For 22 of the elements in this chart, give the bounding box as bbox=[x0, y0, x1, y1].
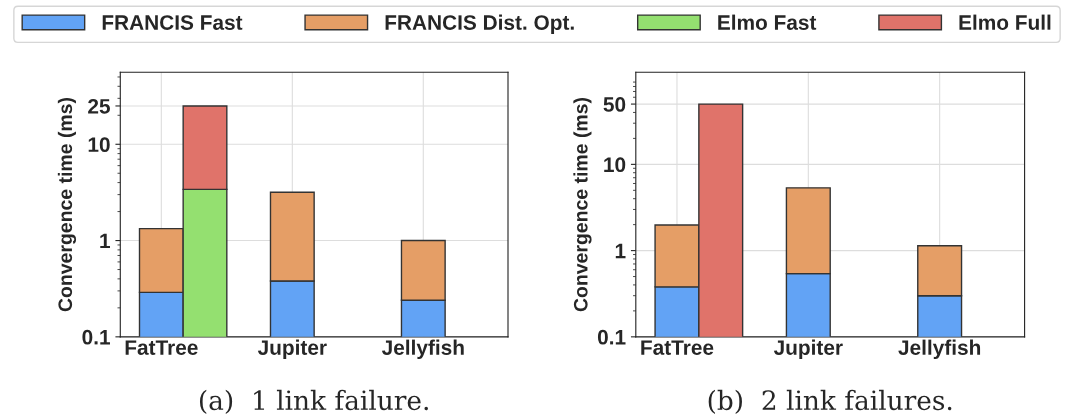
x-tick-label: FatTree bbox=[125, 340, 198, 355]
y-axis-title: Convergence time (ms) bbox=[57, 97, 77, 312]
y-tick-label: 25 bbox=[88, 98, 110, 114]
x-tick-label: Jellyfish bbox=[381, 339, 464, 360]
y-tick-label: 1 bbox=[615, 243, 626, 259]
y-tick-label: 10 bbox=[88, 137, 110, 153]
x-tick-label: Jellyfish bbox=[898, 339, 981, 360]
x-tick-label: FatTree bbox=[641, 340, 714, 355]
text: (b) 2 link failures. bbox=[708, 389, 952, 414]
x-tick-label: Jupiter bbox=[257, 339, 327, 360]
y-tick-label: 0.1 bbox=[82, 329, 110, 345]
legend-label: FRANCIS Dist. Opt. bbox=[385, 14, 574, 34]
legend-label: Elmo Fast bbox=[718, 14, 817, 30]
y-tick-label: 0.1 bbox=[597, 329, 626, 345]
y-tick-label: 50 bbox=[603, 97, 626, 112]
y-axis-title: Convergence time (ms) bbox=[573, 97, 592, 312]
legend-label: Elmo Full bbox=[959, 14, 1051, 30]
y-tick-label: 1 bbox=[100, 233, 110, 249]
legend-label: FRANCIS Fast bbox=[102, 15, 243, 30]
text: (a) 1 link failure. bbox=[199, 389, 428, 414]
y-tick-label: 10 bbox=[604, 157, 626, 173]
x-tick-label: Jupiter bbox=[773, 339, 843, 360]
